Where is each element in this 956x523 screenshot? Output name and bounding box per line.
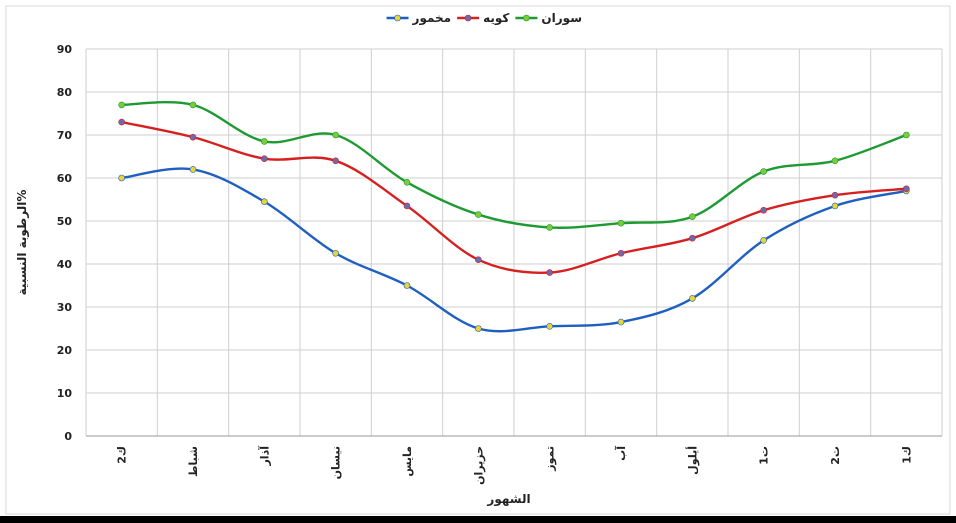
x-tick-label: ت2	[829, 446, 842, 465]
data-point-1	[760, 206, 767, 214]
legend-label: كويه	[483, 11, 509, 26]
x-tick-label: نيسان	[330, 446, 343, 479]
data-point-2	[903, 131, 910, 139]
data-point-2	[475, 211, 482, 218]
y-tick-label: 90	[57, 43, 73, 56]
y-tick-label: 20	[57, 344, 73, 357]
data-point-2	[760, 168, 767, 175]
data-point-0	[332, 249, 339, 257]
data-point-0	[118, 174, 125, 182]
data-point-2	[831, 157, 839, 165]
data-point-2	[261, 138, 268, 145]
data-point-1	[261, 155, 268, 162]
data-point-0	[617, 318, 625, 326]
x-tick-label: شباط	[187, 446, 200, 477]
data-point-0	[261, 198, 268, 205]
y-tick-label: 30	[57, 301, 73, 314]
data-point-1	[689, 234, 696, 242]
data-point-0	[475, 325, 482, 332]
y-tick-label: 70	[57, 129, 73, 142]
y-tick-label: 80	[57, 86, 73, 99]
data-point-2	[118, 101, 125, 109]
y-tick-label: 10	[57, 387, 73, 400]
y-tick-label: 50	[57, 215, 73, 228]
x-tick-label: ك1	[900, 446, 913, 464]
x-tick-label: تموز	[544, 446, 557, 472]
data-point-0	[831, 202, 839, 210]
x-tick-label: آذار	[257, 446, 271, 467]
grid	[5, 5, 951, 515]
legend-swatch-marker	[523, 14, 530, 22]
y-tick-label: 0	[64, 430, 72, 443]
data-point-1	[403, 202, 411, 210]
legend-label: مخمور	[412, 11, 452, 26]
data-point-2	[546, 224, 553, 231]
data-point-1	[546, 269, 553, 276]
legend-label: سوران	[541, 11, 582, 26]
chart-border	[5, 5, 951, 515]
data-point-1	[617, 249, 625, 257]
series-line-1	[121, 120, 907, 275]
data-point-0	[189, 166, 197, 173]
data-point-0	[546, 323, 553, 330]
bottom-border	[0, 516, 956, 523]
x-axis-title: الشهور	[486, 492, 530, 507]
y-axis-ticks: 0 10 20 30 40 50 60 70 80 90	[57, 43, 73, 443]
series-group	[118, 100, 910, 333]
data-point-2	[189, 101, 197, 109]
data-point-1	[332, 157, 339, 165]
data-point-1	[903, 185, 910, 193]
y-tick-label: 40	[57, 258, 73, 271]
y-tick-label: 60	[57, 172, 73, 185]
data-point-2	[332, 131, 339, 139]
data-point-1	[189, 133, 197, 141]
data-point-0	[760, 237, 767, 244]
data-point-1	[118, 118, 125, 126]
x-tick-label: آب	[614, 446, 628, 461]
data-point-2	[403, 179, 411, 186]
y-axis-title: الرطوبة النسبية%	[15, 190, 30, 296]
data-point-1	[475, 256, 482, 264]
data-point-2	[617, 219, 625, 227]
data-point-1	[831, 191, 839, 199]
legend: سوران كويه مخمور	[386, 11, 582, 26]
x-tick-label: مايس	[401, 446, 414, 477]
x-tick-label: حزيران	[472, 446, 485, 485]
x-tick-label: ت1	[758, 446, 771, 465]
legend-swatch-marker	[394, 14, 401, 22]
data-point-0	[689, 295, 696, 302]
legend-swatch-marker	[464, 14, 472, 22]
x-axis-ticks: ك2 شباط آذار نيسان مايس حزيران تموز آب أيلول ت1 ت2…	[116, 446, 914, 485]
data-point-2	[689, 213, 696, 220]
x-tick-label: ك2	[116, 446, 129, 464]
data-point-0	[403, 282, 411, 289]
x-tick-label: أيلول	[685, 446, 699, 475]
